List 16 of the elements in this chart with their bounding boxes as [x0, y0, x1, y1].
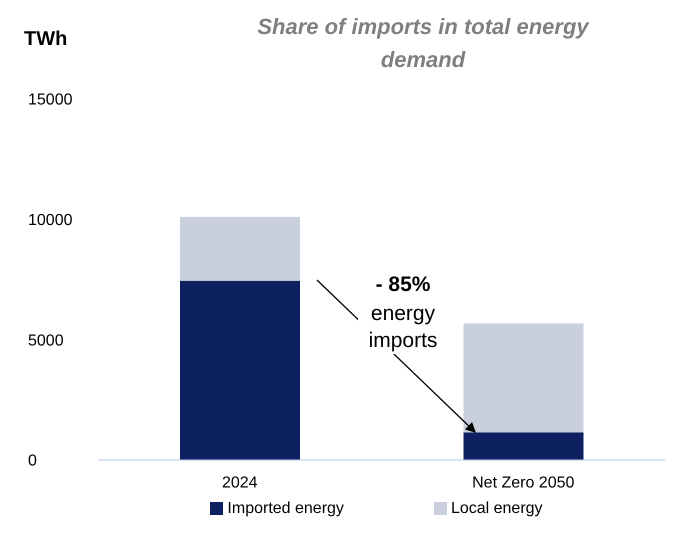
legend-label: Imported energy — [227, 500, 344, 517]
y-tick-label: 10000 — [28, 212, 73, 230]
y-tick-label: 15000 — [28, 92, 73, 109]
y-axis-title: TWh — [24, 28, 68, 51]
y-tick-label: 0 — [28, 452, 37, 470]
bar — [464, 324, 584, 432]
x-tick-label: 2024 — [222, 474, 258, 492]
bar — [180, 216, 300, 281]
bar — [464, 432, 584, 460]
chart-title: Share of imports in total energy demand — [256, 13, 590, 74]
annotation: energy imports — [358, 300, 448, 354]
annotation: - 85% — [374, 272, 432, 298]
bar — [180, 280, 300, 460]
legend-label: Local energy — [450, 500, 543, 517]
y-tick-label: 5000 — [28, 332, 64, 350]
x-tick-label: Net Zero 2050 — [472, 474, 574, 492]
